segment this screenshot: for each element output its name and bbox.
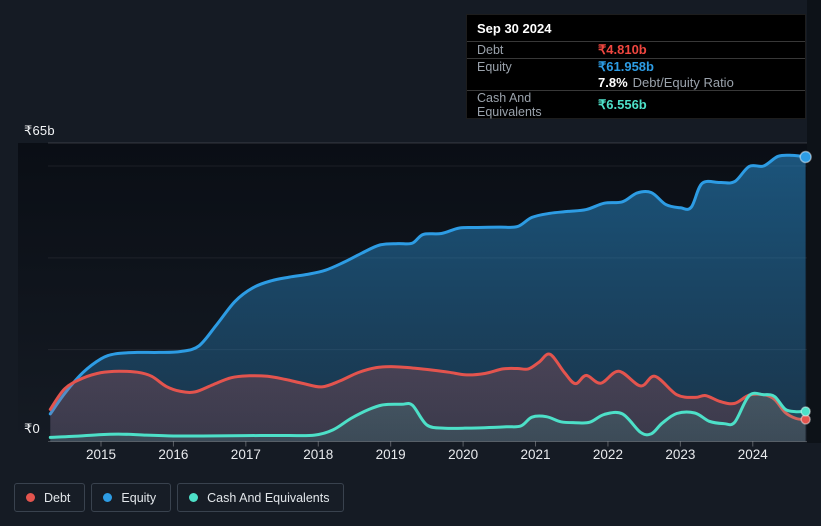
tooltip-cash-value: ₹6.556b bbox=[598, 97, 647, 112]
tooltip-ratio-row: 7.8% Debt/Equity Ratio bbox=[467, 75, 805, 91]
legend-item-debt[interactable]: Debt bbox=[14, 483, 86, 512]
tooltip-date: Sep 30 2024 bbox=[467, 15, 805, 42]
legend-item-cash[interactable]: Cash And Equivalents bbox=[177, 483, 345, 512]
tooltip-debt-label: Debt bbox=[477, 43, 504, 57]
x-axis-tick-label-2023: 2023 bbox=[665, 447, 696, 462]
legend-cash-label: Cash And Equivalents bbox=[207, 490, 330, 505]
tooltip-debt-value: ₹4.810b bbox=[598, 42, 647, 57]
series-area-cash-and-equivalents bbox=[50, 393, 806, 442]
tooltip-cash-label: Cash And Equivalents bbox=[477, 91, 542, 119]
series-line-equity bbox=[48, 153, 808, 416]
tooltip-cash-row: Cash And Equivalents ₹6.556b bbox=[467, 91, 805, 119]
tooltip-equity-label: Equity bbox=[477, 60, 512, 74]
legend: Debt Equity Cash And Equivalents bbox=[14, 483, 345, 512]
series-line-cash-and-equivalents bbox=[48, 391, 808, 439]
x-axis-tick-label-2019: 2019 bbox=[375, 447, 406, 462]
y-axis-label-max: ₹65b bbox=[24, 123, 55, 138]
series-area-equity bbox=[50, 155, 806, 442]
equity-swatch-icon bbox=[103, 493, 113, 502]
legend-equity-label: Equity bbox=[121, 490, 157, 505]
x-axis-tick-label-2016: 2016 bbox=[158, 447, 189, 462]
x-axis-tick-label-2021: 2021 bbox=[520, 447, 551, 462]
tooltip-equity-value: ₹61.958b bbox=[598, 59, 654, 74]
tooltip-debt-row: Debt ₹4.810b bbox=[467, 42, 805, 59]
x-axis-tick-label-2024: 2024 bbox=[737, 447, 768, 462]
x-axis-tick-label-2018: 2018 bbox=[303, 447, 334, 462]
tooltip-equity-row: Equity ₹61.958b bbox=[467, 59, 805, 75]
tooltip-panel: Sep 30 2024 Debt ₹4.810b Equity ₹61.958b… bbox=[466, 14, 806, 119]
x-axis-tick-label-2015: 2015 bbox=[85, 447, 117, 462]
x-axis-tick-label-2022: 2022 bbox=[592, 447, 623, 462]
legend-debt-label: Debt bbox=[44, 490, 71, 505]
cash-swatch-icon bbox=[189, 493, 199, 502]
plot-right-margin bbox=[807, 0, 821, 443]
legend-item-equity[interactable]: Equity bbox=[91, 483, 172, 512]
series-line-debt bbox=[48, 352, 808, 421]
marker-equity[interactable] bbox=[799, 150, 812, 164]
x-axis-tick-label-2020: 2020 bbox=[448, 447, 479, 462]
debt-swatch-icon bbox=[26, 493, 35, 502]
x-axis-tick-label-2017: 2017 bbox=[230, 447, 261, 462]
tooltip-ratio-percent: 7.8% bbox=[598, 75, 628, 90]
y-axis-label-zero: ₹0 bbox=[24, 421, 40, 436]
tooltip-ratio-label: Debt/Equity Ratio bbox=[632, 75, 734, 90]
marker-cash-and-equivalents[interactable] bbox=[800, 406, 811, 417]
